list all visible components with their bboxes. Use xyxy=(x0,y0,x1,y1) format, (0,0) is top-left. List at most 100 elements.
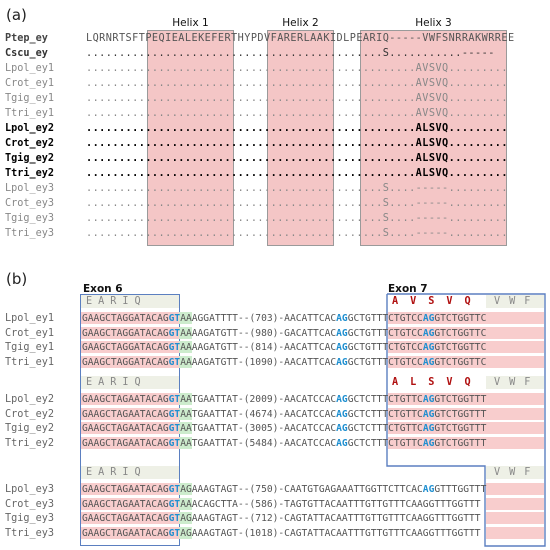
exon7-highlight xyxy=(388,407,544,420)
seq-row-b: GAAGCTAGAATACAGGTAGAAAGTAGT--(750)-CAATG… xyxy=(82,484,487,495)
aa-vwf: VWF xyxy=(494,467,540,478)
exon7-highlight xyxy=(486,512,544,524)
seq-row-b: GAAGCTAGAATACAGGTAGAAAGTAGT--(712)-CAGTA… xyxy=(82,513,481,524)
exon6-highlight xyxy=(81,483,179,495)
donor-site-highlight xyxy=(179,436,192,449)
seq-name-b: Lpol_ey2 xyxy=(5,394,55,405)
seq-name-a: Cscu_ey xyxy=(5,48,48,59)
aa-bar-exon7 xyxy=(486,466,544,479)
seq-row-a: ........................................… xyxy=(86,213,508,224)
helix-1-label: Helix 1 xyxy=(172,17,209,29)
seq-name-a: Lpol_ey1 xyxy=(5,63,55,74)
seq-row-a: ........................................… xyxy=(86,183,508,194)
seq-name-b: Ttri_ey1 xyxy=(5,356,55,368)
seq-name-b: Crot_ey3 xyxy=(5,498,55,510)
helix-3-label: Helix 3 xyxy=(415,17,452,29)
seq-row-b: GAAGCTAGGATACAGGTAAAAGATGTT--(980)-GACAT… xyxy=(82,327,487,339)
aa-bar-exon6 xyxy=(81,295,179,308)
seq-name-a: Crot_ey2 xyxy=(5,138,55,149)
seq-row-b: GAAGCTAGAATACAGGTAGAAAGTAGT-(1018)-CAGTA… xyxy=(82,527,481,539)
donor-site-highlight xyxy=(179,341,192,353)
seq-name-b: Tgig_ey2 xyxy=(5,423,55,434)
seq-row-b: GAAGCTAGAATACAGGTAATGAATTAT-(4674)-AACAT… xyxy=(82,408,487,420)
seq-row-a: ........................................… xyxy=(86,153,508,164)
panel-b-label: (b) xyxy=(6,270,28,288)
seq-row-a: LQRNRTSFTPEQIEALEKEFERTHYPDVFARERLAAKIDL… xyxy=(86,33,515,44)
helix-3-region xyxy=(360,30,507,246)
seq-name-b: Tgig_ey3 xyxy=(5,513,55,524)
seq-name-b: Tgig_ey1 xyxy=(5,342,55,353)
seq-row-b: GAAGCTAGAATACAGGTAATGAATTAT-(5484)-AACAT… xyxy=(82,437,487,449)
aa-exon7-variant: ALSVQ xyxy=(392,377,483,388)
seq-row-b: GAAGCTAGAATACAGGTAAACAGCTTA--(586)-TAGTG… xyxy=(82,498,481,510)
seq-name-a: Lpol_ey2 xyxy=(5,123,55,134)
aa-vwf: VWF xyxy=(494,296,540,307)
exon6-highlight xyxy=(81,497,179,510)
aa-exon6: EARIQ xyxy=(86,377,147,388)
exon6-highlight xyxy=(81,312,179,324)
seq-name-a: Ptep_ey xyxy=(5,33,48,44)
aa-exon7-variant: AVSVQ xyxy=(392,296,483,307)
exon6-highlight xyxy=(81,341,179,353)
seq-row-a: ........................................… xyxy=(86,228,508,239)
seq-name-a: Lpol_ey3 xyxy=(5,183,55,194)
exon-6-label: Exon 6 xyxy=(83,283,123,295)
exon7-highlight xyxy=(486,483,544,495)
seq-row-a: ........................................… xyxy=(86,198,508,209)
exon7-highlight xyxy=(388,326,544,339)
donor-site-highlight xyxy=(179,483,192,495)
seq-name-a: Ttri_ey2 xyxy=(5,168,55,179)
seq-name-a: Crot_ey1 xyxy=(5,78,55,89)
seq-name-a: Tgig_ey2 xyxy=(5,153,55,164)
exon7-highlight xyxy=(388,422,544,434)
donor-site-highlight xyxy=(179,497,192,510)
exon-6-box xyxy=(80,294,180,546)
exon7-highlight xyxy=(388,355,544,368)
seq-name-a: Ttri_ey3 xyxy=(5,228,55,239)
aa-bar-exon7 xyxy=(486,295,544,308)
exon6-highlight xyxy=(81,355,179,368)
seq-row-b: GAAGCTAGAATACAGGTAATGAATTAT-(3005)-AACAT… xyxy=(82,423,487,434)
seq-row-a: ........................................… xyxy=(86,78,508,89)
aa-bar-exon6 xyxy=(81,376,179,389)
donor-site-highlight xyxy=(179,393,192,405)
seq-name-a: Tgig_ey3 xyxy=(5,213,55,224)
seq-row-b: GAAGCTAGAATACAGGTAATGAATTAT-(2009)-AACAT… xyxy=(82,394,487,405)
exon7-highlight xyxy=(388,312,544,324)
aa-exon6: EARIQ xyxy=(86,296,147,307)
donor-site-highlight xyxy=(179,422,192,434)
exon7-highlight xyxy=(486,526,544,539)
seq-name-a: Crot_ey3 xyxy=(5,198,55,209)
aa-vwf: VWF xyxy=(494,377,540,388)
seq-row-a: ........................................… xyxy=(86,168,508,179)
exon7-highlight xyxy=(388,341,544,353)
seq-name-a: Tgig_ey1 xyxy=(5,93,55,104)
helix-2-region xyxy=(267,30,334,246)
aa-exon6: EARIQ xyxy=(86,467,147,478)
seq-name-b: Ttri_ey3 xyxy=(5,527,55,539)
exon6-highlight xyxy=(81,407,179,420)
seq-name-b: Ttri_ey2 xyxy=(5,437,55,449)
seq-row-a: ........................................… xyxy=(86,48,495,59)
donor-site-highlight xyxy=(179,355,192,368)
seq-name-a: Ttri_ey1 xyxy=(5,108,55,119)
seq-row-a: ........................................… xyxy=(86,138,508,149)
seq-row-a: ........................................… xyxy=(86,108,508,119)
exon6-highlight xyxy=(81,436,179,449)
exon7-highlight xyxy=(388,436,544,449)
aa-bar-exon6 xyxy=(81,466,179,479)
exon6-highlight xyxy=(81,422,179,434)
panel-a-label: (a) xyxy=(6,6,27,24)
seq-name-b: Crot_ey1 xyxy=(5,327,55,339)
exon6-highlight xyxy=(81,526,179,539)
seq-name-b: Crot_ey2 xyxy=(5,408,55,420)
exon6-highlight xyxy=(81,326,179,339)
exon-7-label: Exon 7 xyxy=(388,283,428,295)
exon7-highlight xyxy=(388,393,544,405)
donor-site-highlight xyxy=(179,407,192,420)
seq-row-b: GAAGCTAGGATACAGGTAAAGGATTTT--(703)-AACAT… xyxy=(82,313,487,324)
seq-row-b: GAAGCTAGGATACAGGTAAAAGATGTT-(1090)-AACAT… xyxy=(82,356,487,368)
helix-2-label: Helix 2 xyxy=(282,17,319,29)
donor-site-highlight xyxy=(179,512,192,524)
